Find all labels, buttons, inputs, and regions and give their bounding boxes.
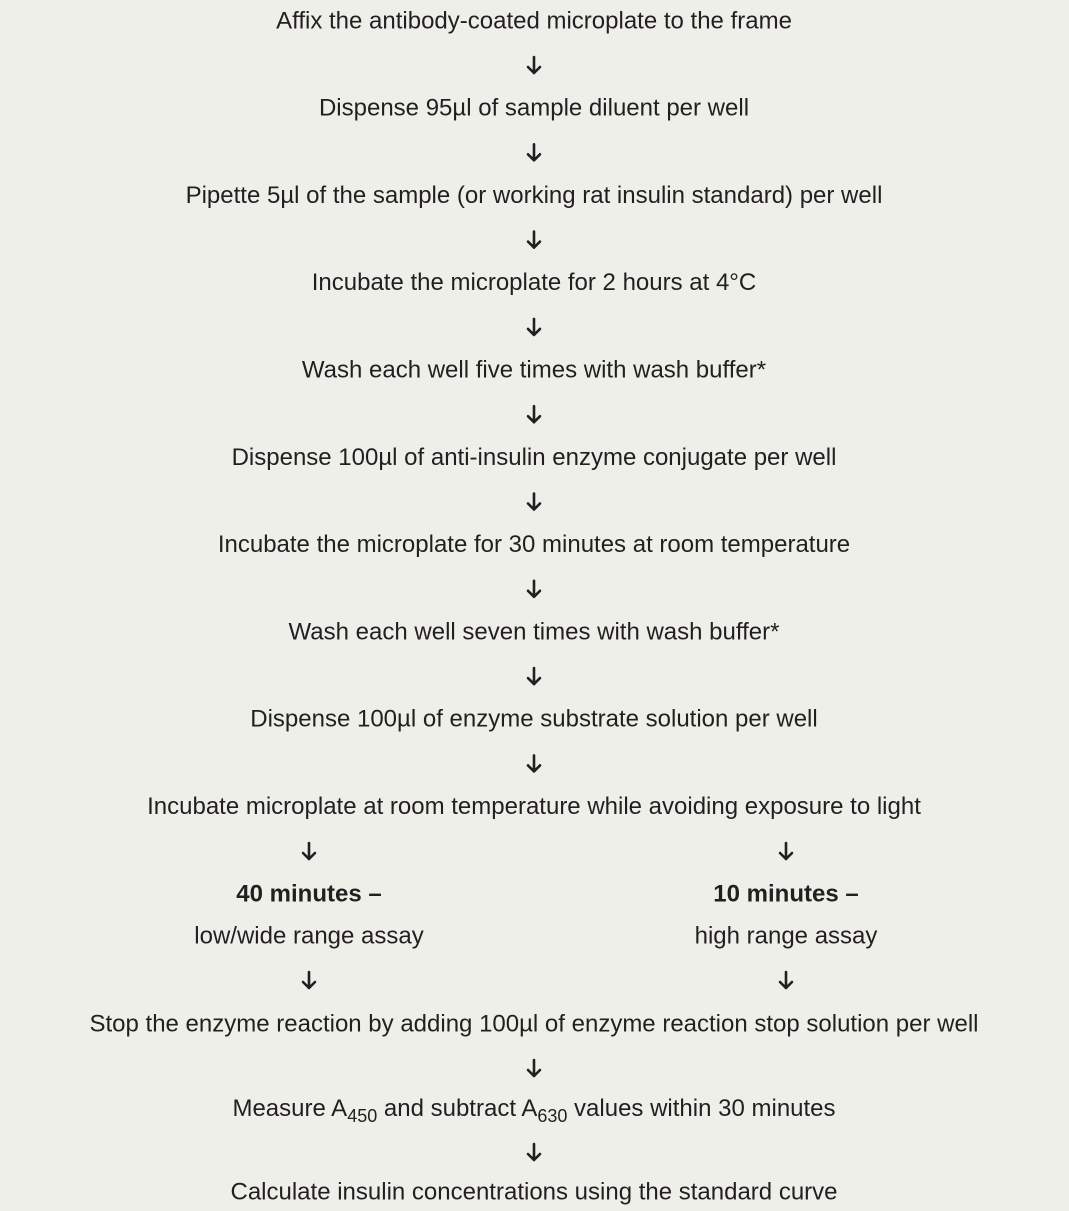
arrow xyxy=(526,1142,542,1162)
arrow xyxy=(526,404,542,424)
step: Incubate the microplate for 2 hours at 4… xyxy=(312,269,757,296)
step: Calculate insulin concentrations using t… xyxy=(230,1178,837,1205)
arrow xyxy=(526,55,542,75)
measure-text: values within 30 minutes xyxy=(567,1095,835,1122)
arrow xyxy=(778,841,794,861)
step: Dispense 100µl of anti-insulin enzyme co… xyxy=(232,444,837,471)
arrow xyxy=(526,230,542,249)
step: Dispense 95µl of sample diluent per well xyxy=(319,95,749,122)
step: Incubate the microplate for 30 minutes a… xyxy=(218,531,850,558)
arrow xyxy=(526,666,542,686)
branch-time: 40 minutes – xyxy=(236,880,381,907)
arrow xyxy=(526,492,542,511)
step: Affix the antibody-coated microplate to … xyxy=(276,7,792,34)
arrow xyxy=(778,970,794,990)
arrow xyxy=(301,841,317,861)
branch-time: 10 minutes – xyxy=(713,880,858,907)
step: Wash each well seven times with wash buf… xyxy=(289,618,780,645)
arrow xyxy=(526,754,542,773)
step: Pipette 5µl of the sample (or working ra… xyxy=(186,182,883,209)
step: Stop the enzyme reaction by adding 100µl… xyxy=(89,1010,978,1037)
measure-step: Measure A450 and subtract A630 values wi… xyxy=(232,1095,835,1125)
branch-label: high range assay xyxy=(695,922,878,949)
measure-text: and subtract A xyxy=(377,1095,537,1122)
branch-label: low/wide range assay xyxy=(194,922,423,949)
subscript: 630 xyxy=(537,1106,567,1126)
measure-text: Measure A xyxy=(232,1095,347,1122)
step: Incubate microplate at room temperature … xyxy=(147,793,921,820)
step: Dispense 100µl of enzyme substrate solut… xyxy=(250,706,817,733)
step: Wash each well five times with wash buff… xyxy=(302,357,766,384)
subscript: 450 xyxy=(347,1106,377,1126)
arrow xyxy=(301,970,317,990)
arrow xyxy=(526,143,542,162)
arrow xyxy=(526,579,542,599)
arrow xyxy=(526,317,542,337)
arrow xyxy=(526,1058,542,1078)
